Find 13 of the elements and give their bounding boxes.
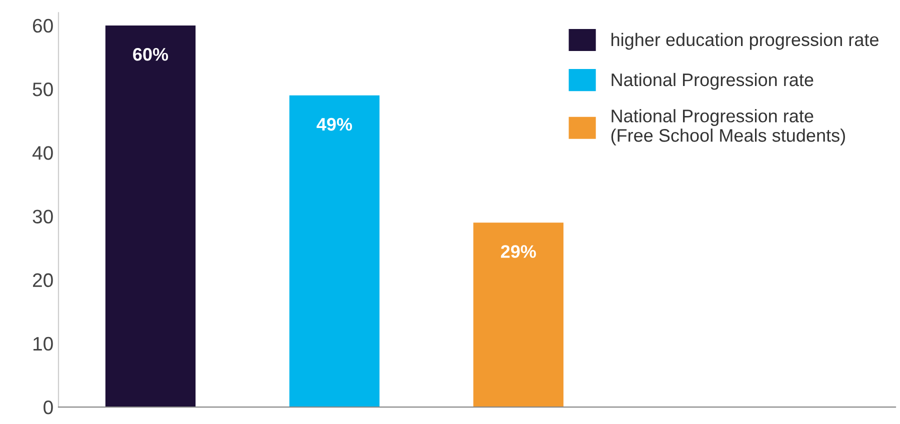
legend-label: National Progression rate	[612, 72, 814, 90]
y-tick-label: 40	[32, 146, 53, 160]
data-label: 60%	[133, 48, 168, 61]
data-label: 29%	[500, 245, 536, 258]
legend-label: National Progression rate (Free School Meals students)	[611, 109, 845, 146]
y-tick-label: 60	[33, 18, 53, 33]
y-tick-label: 0	[44, 400, 53, 414]
data-label: 49%	[316, 118, 352, 131]
y-tick-label: 20	[32, 273, 53, 288]
y-tick-label: 50	[32, 82, 53, 96]
legend-label: higher education progression rate	[612, 32, 878, 50]
y-tick-label: 30	[32, 210, 53, 224]
y-tick-label: 10	[33, 336, 53, 351]
